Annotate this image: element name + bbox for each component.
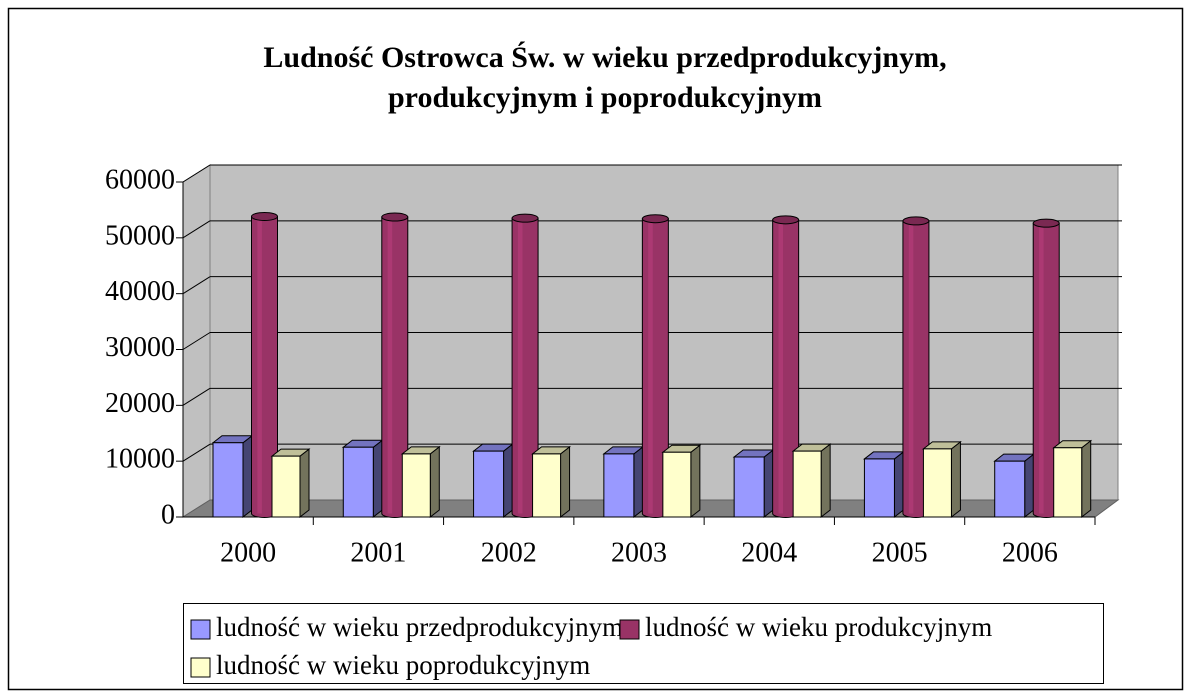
bar [921, 440, 962, 519]
bar-side [633, 445, 644, 519]
bar-side [372, 439, 383, 519]
bar [1052, 439, 1093, 519]
bar-highlight [908, 220, 914, 514]
x-tick-label: 2004 [741, 537, 797, 568]
bar-top [1032, 218, 1060, 228]
bar [862, 450, 905, 519]
bar-highlight [387, 217, 393, 514]
y-tick-label: 60000 [105, 164, 175, 195]
bar-top [902, 216, 930, 226]
bar-side [763, 448, 774, 519]
legend [183, 603, 1104, 684]
bar-side [690, 444, 701, 519]
bar-front [863, 458, 895, 518]
bar-front [994, 460, 1026, 518]
bar [381, 212, 409, 518]
bar-front [733, 456, 765, 518]
grid-line [182, 220, 211, 239]
bar-side [299, 448, 310, 519]
bar-top [511, 213, 539, 223]
bar-top [381, 212, 409, 222]
bar-top [772, 215, 800, 225]
bar [341, 439, 384, 519]
bar-side [560, 445, 571, 519]
legend-label: ludność w wieku przedprodukcyjnym [216, 612, 623, 642]
y-tick-label: 20000 [105, 388, 175, 419]
grid-line [182, 443, 211, 462]
y-tick-label: 0 [161, 499, 175, 530]
bar [211, 434, 254, 519]
bar [400, 445, 441, 519]
bar-side [820, 443, 831, 519]
bar-side [242, 434, 253, 519]
bar-highlight [778, 219, 784, 514]
x-tick-label: 2003 [611, 537, 667, 568]
bar [270, 448, 311, 519]
bar-front [1053, 447, 1083, 518]
bar-top [641, 214, 669, 224]
bar [251, 211, 278, 518]
bar-highlight [257, 216, 262, 514]
grid-line [182, 387, 211, 406]
bar-front [473, 450, 505, 518]
y-tick-label: 30000 [105, 332, 175, 363]
bar-front [532, 453, 562, 518]
x-tick-label: 2005 [872, 537, 928, 568]
bar [531, 445, 572, 519]
bar-highlight [517, 218, 523, 514]
bar [472, 443, 515, 519]
bar-side [429, 445, 440, 519]
y-tick-label: 10000 [105, 444, 175, 475]
grid-line [182, 332, 211, 350]
x-tick-label: 2000 [220, 537, 276, 568]
bar-side [1024, 453, 1035, 519]
bar-side [950, 440, 961, 519]
y-tick-label: 40000 [105, 276, 175, 307]
legend-swatch [190, 619, 211, 640]
legend-label: ludność w wieku poprodukcyjnym [216, 650, 590, 680]
grid-line [182, 276, 211, 295]
legend-label: ludność w wieku produkcyjnym [645, 612, 992, 642]
x-tick-label: 2002 [481, 537, 537, 568]
bar-highlight [1039, 223, 1044, 514]
bar [791, 443, 832, 519]
bar [993, 453, 1036, 519]
bar-side [893, 450, 904, 519]
bar-front [212, 442, 244, 518]
bar-side [503, 443, 514, 519]
x-tick-label: 2006 [1002, 537, 1058, 568]
bar-front [342, 446, 374, 518]
y-tick-label: 50000 [105, 220, 175, 251]
bar-front [401, 453, 431, 518]
chart-title: Ludność Ostrowca Św. w wieku przedproduk… [263, 41, 946, 74]
legend-swatch [619, 619, 640, 640]
bar [1032, 218, 1060, 518]
bar [602, 445, 645, 519]
bar-highlight [648, 218, 653, 514]
bar-side [1081, 439, 1092, 519]
bar-top [251, 211, 278, 221]
x-tick-label: 2001 [350, 537, 406, 568]
bar-front [792, 450, 822, 518]
bar [661, 444, 702, 519]
bar-front [271, 455, 301, 518]
legend-swatch [190, 657, 211, 678]
bar-front [922, 448, 952, 518]
bar-front [662, 451, 692, 518]
chart-title: produkcyjnym i poprodukcyjnym [388, 81, 822, 114]
bar [902, 216, 930, 518]
bar-front [603, 453, 635, 518]
bar [732, 448, 775, 519]
grid-line [182, 164, 211, 183]
